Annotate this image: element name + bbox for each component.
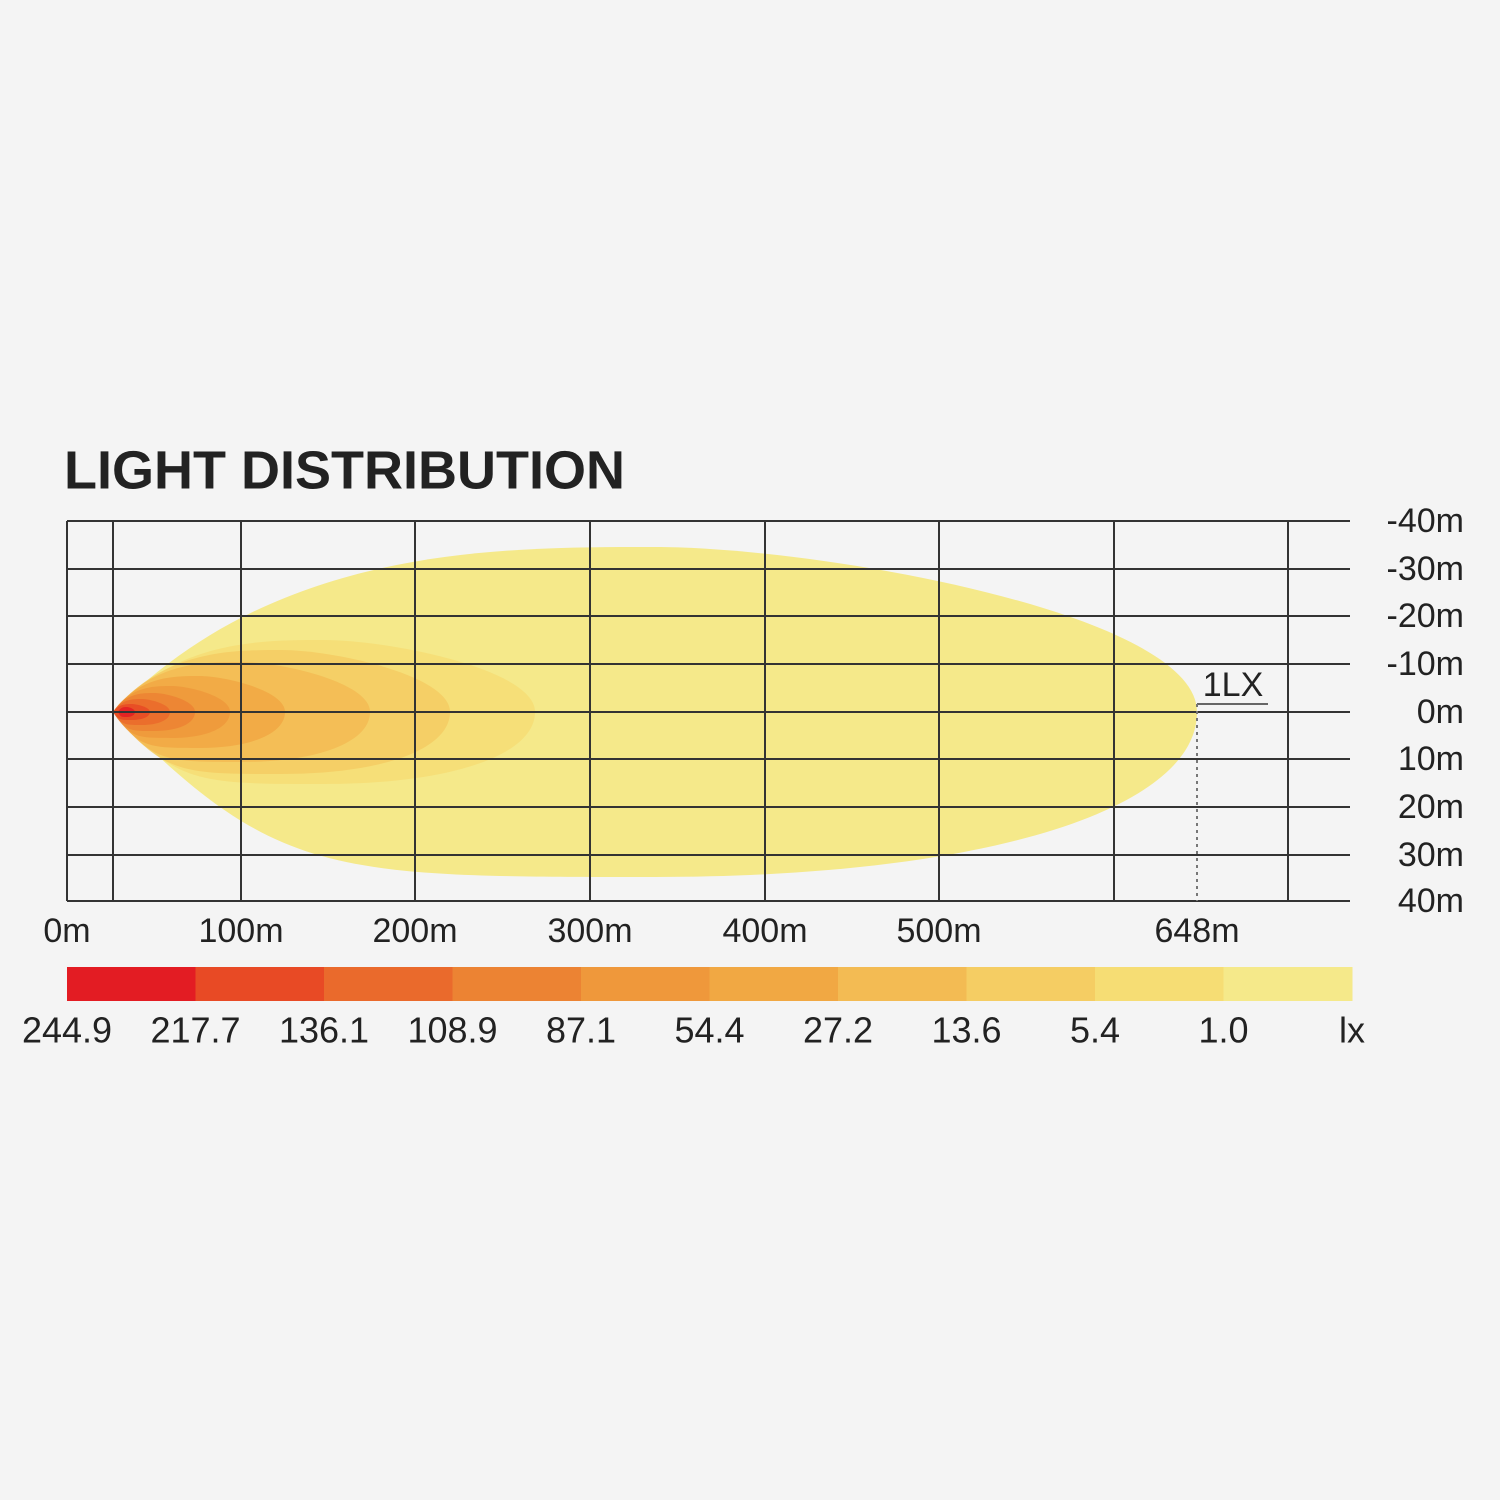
marker-label: 1LX [1203, 666, 1264, 704]
legend-label: 54.4 [674, 1010, 744, 1051]
distance-label: 40m [1398, 882, 1464, 920]
distance-label: 400m [722, 912, 807, 950]
legend-label: 5.4 [1070, 1010, 1120, 1051]
legend-label: 136.1 [279, 1010, 369, 1051]
distance-label: 10m [1398, 740, 1464, 778]
distance-label: 30m [1398, 836, 1464, 874]
legend-label: 87.1 [546, 1010, 616, 1051]
distance-label: 500m [896, 912, 981, 950]
distance-label: -30m [1387, 550, 1464, 588]
legend-unit: lx [1339, 1010, 1365, 1051]
legend-label: 1.0 [1198, 1010, 1248, 1051]
legend-swatch [966, 967, 1096, 1001]
legend-swatch [581, 967, 710, 1001]
labels: 1LX -40m -30m -20m -10m 0m 10m 20m 30m 40m 0m 100m 2… [22, 502, 1464, 1051]
legend-swatch [195, 967, 325, 1001]
legend-label: 108.9 [407, 1010, 497, 1051]
legend-swatch [324, 967, 453, 1001]
distance-label: -40m [1387, 502, 1464, 540]
legend-swatch [67, 967, 196, 1001]
legend-label: 13.6 [931, 1010, 1001, 1051]
legend-swatch [709, 967, 839, 1001]
distance-label: -20m [1387, 597, 1464, 635]
distance-label: 648m [1154, 912, 1239, 950]
legend-swatch [838, 967, 967, 1001]
title: LIGHT DISTRIBUTION [64, 440, 625, 500]
distance-label: 0m [43, 912, 90, 950]
legend-label: 217.7 [150, 1010, 240, 1051]
legend-label: 244.9 [22, 1010, 112, 1051]
distance-label: 200m [372, 912, 457, 950]
legend-swatch [1095, 967, 1224, 1001]
legend-swatch [1223, 967, 1353, 1001]
distance-label: 300m [547, 912, 632, 950]
distance-label: 20m [1398, 788, 1464, 826]
legend-label: 27.2 [803, 1010, 873, 1051]
grid [66, 520, 1350, 902]
legend-swatch [452, 967, 582, 1001]
distance-label: -10m [1387, 645, 1464, 683]
distance-label: 0m [1417, 693, 1464, 731]
distance-label: 100m [198, 912, 283, 950]
